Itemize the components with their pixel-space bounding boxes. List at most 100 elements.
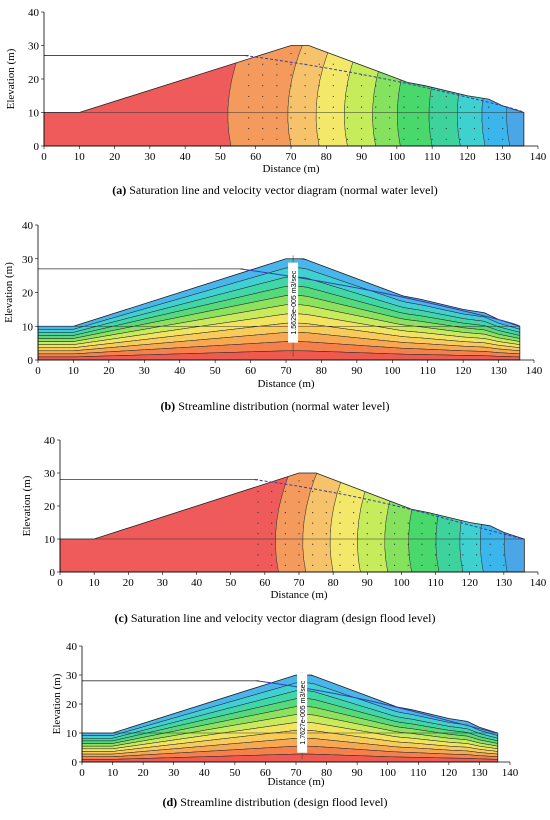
panel-label: (d) [163, 795, 178, 809]
velocity-vector [366, 543, 368, 545]
velocity-vector [375, 85, 377, 87]
velocity-vector [276, 63, 278, 65]
velocity-vector [459, 127, 461, 130]
velocity-vector [332, 138, 334, 140]
velocity-vector [284, 512, 286, 514]
velocity-vector [339, 533, 341, 535]
velocity-vector [502, 117, 504, 119]
velocity-vector [248, 74, 250, 76]
x-tick-label: 80 [321, 151, 333, 163]
velocity-vector [257, 490, 259, 493]
velocity-vector [353, 501, 355, 503]
velocity-vector [417, 106, 419, 108]
velocity-vector [248, 106, 250, 108]
velocity-vector [257, 533, 259, 535]
velocity-vector [366, 564, 368, 566]
velocity-vector [431, 106, 433, 108]
velocity-vector [462, 543, 464, 545]
velocity-vector [304, 127, 306, 130]
velocity-vector [318, 127, 320, 130]
velocity-vector [290, 95, 292, 98]
velocity-vector [489, 543, 491, 545]
velocity-vector [318, 138, 320, 140]
velocity-vector [298, 533, 300, 535]
velocity-vector [346, 127, 349, 130]
x-tick-label: 70 [281, 365, 293, 377]
velocity-vector [312, 543, 314, 545]
velocity-vector [353, 522, 355, 524]
velocity-vector [298, 501, 300, 503]
velocity-vector [380, 564, 382, 566]
x-tick-label: 30 [157, 577, 169, 589]
figure-caption: (b) Streamline distribution (normal wate… [161, 399, 390, 413]
velocity-vector [417, 127, 419, 130]
velocity-vector [375, 127, 377, 130]
x-tick-label: 10 [68, 365, 80, 377]
velocity-vector [445, 95, 447, 98]
velocity-vector [339, 501, 341, 503]
velocity-vector [271, 490, 273, 493]
velocity-vector [375, 138, 377, 140]
chart-panel-b: 0 10 20 30 40 50 60 70 80 90 100 110 120 130 140 0 10 20 3… [3, 220, 543, 413]
x-tick-label: 90 [352, 767, 364, 779]
x-tick-label: 80 [321, 767, 333, 779]
saturation-line [245, 55, 525, 113]
panel-label: (a) [112, 183, 126, 197]
velocity-vector [325, 543, 327, 545]
panel-label: (b) [161, 399, 176, 413]
velocity-vector [257, 512, 259, 514]
velocity-vector [360, 85, 363, 87]
velocity-vector [380, 554, 382, 556]
velocity-vector [332, 106, 334, 108]
y-tick-label: 0 [50, 567, 56, 579]
velocity-vector [339, 543, 341, 545]
velocity-vector [445, 117, 447, 119]
x-tick-label: 100 [389, 151, 406, 163]
velocity-vector [312, 480, 314, 482]
velocity-vector [434, 543, 437, 545]
velocity-vector [421, 543, 423, 545]
x-tick-label: 20 [123, 577, 135, 589]
velocity-vector [445, 138, 447, 140]
velocity-vector [375, 117, 377, 119]
y-tick-label: 30 [28, 41, 40, 53]
chart-panel-c: 0 10 20 30 40 50 60 70 80 90 100 110 120 130 140 0 10 20 3… [21, 435, 547, 625]
y-tick-label: 0 [28, 355, 34, 367]
velocity-vector [434, 522, 437, 524]
velocity-vector [366, 522, 368, 524]
velocity-vector [473, 117, 476, 119]
velocity-vector [389, 117, 391, 119]
velocity-vector [325, 533, 327, 535]
velocity-vector [276, 117, 278, 119]
x-tick-label: 20 [103, 365, 115, 377]
velocity-vector [262, 85, 264, 87]
x-tick-label: 60 [245, 365, 257, 377]
velocity-vector [332, 127, 334, 130]
velocity-vector [489, 533, 491, 535]
x-tick-label: 100 [379, 767, 396, 779]
y-tick-label: 30 [22, 254, 34, 266]
velocity-vector [431, 127, 433, 130]
x-tick-label: 100 [393, 577, 410, 589]
velocity-vector [434, 564, 437, 566]
velocity-vector [290, 63, 292, 65]
y-tick-label: 0 [72, 757, 78, 769]
velocity-vector [257, 522, 259, 524]
figure-caption: (a) Saturation line and velocity vector … [112, 183, 438, 197]
velocity-vector [346, 85, 349, 87]
x-tick-label: 130 [490, 365, 507, 377]
x-tick-label: 70 [291, 767, 303, 779]
velocity-vector [325, 564, 327, 566]
velocity-vector [312, 501, 314, 503]
y-tick-label: 0 [34, 141, 40, 153]
velocity-vector [417, 95, 419, 98]
velocity-vector [284, 564, 286, 566]
velocity-vector [312, 554, 314, 556]
flux-label: 1.5629e-005 m3/sec [291, 270, 298, 334]
y-tick-label: 40 [22, 220, 34, 232]
chart-panel-d: 0 10 20 30 40 50 60 70 80 90 100 110 120 130 140 0 10 20 3… [51, 641, 519, 809]
velocity-vector [332, 117, 334, 119]
velocity-vector [290, 138, 292, 140]
velocity-vector [339, 522, 341, 524]
velocity-vector [403, 95, 405, 98]
